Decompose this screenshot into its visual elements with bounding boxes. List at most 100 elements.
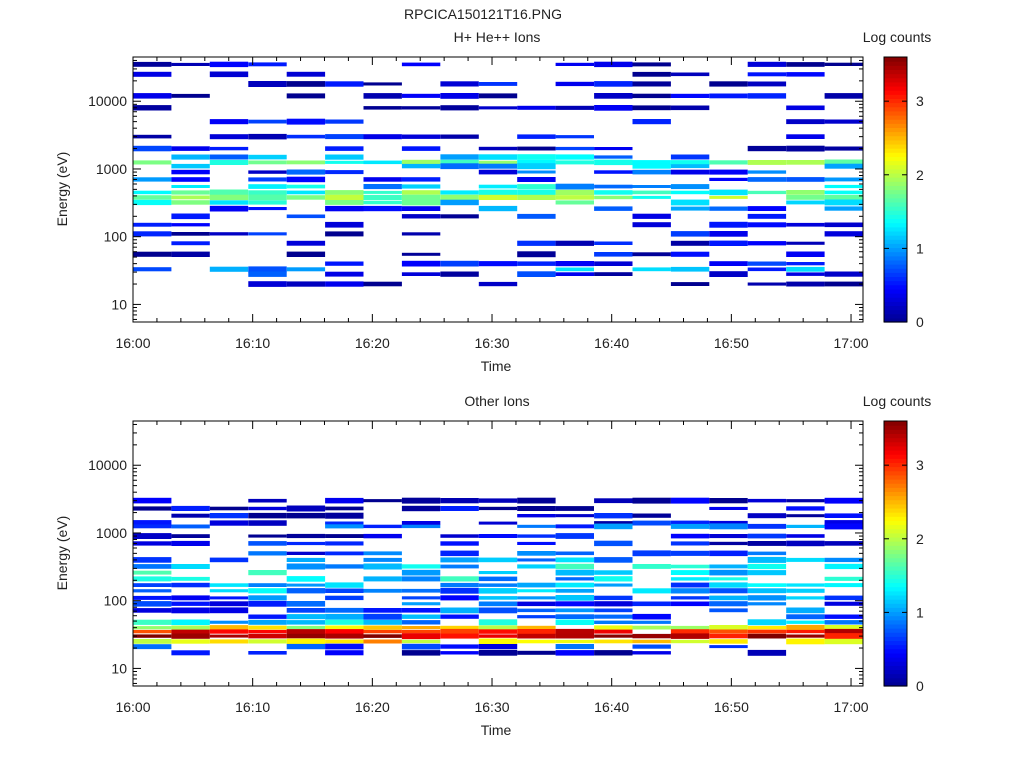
heatmap-cell <box>786 620 825 624</box>
heatmap-cell <box>632 651 671 655</box>
heatmap-cell <box>517 240 556 246</box>
heatmap-cell <box>824 557 863 563</box>
colorbar-segment <box>884 507 907 513</box>
heatmap-cell <box>786 105 825 111</box>
heatmap-cell <box>555 533 594 539</box>
heatmap-cell <box>594 629 633 634</box>
heatmap-cell <box>670 629 710 634</box>
heatmap-cell <box>248 184 287 189</box>
heatmap-cell <box>209 194 249 201</box>
heatmap-cell <box>747 190 787 195</box>
heatmap-cell <box>478 619 518 626</box>
heatmap-cell <box>363 634 402 638</box>
x-tick-label: 16:40 <box>594 699 629 715</box>
colorbar-segment <box>884 677 907 683</box>
heatmap-cell <box>286 267 326 272</box>
heatmap-cell <box>401 633 441 640</box>
colorbar-segment <box>884 458 907 464</box>
heatmap-cell <box>555 524 594 529</box>
heatmap-cell <box>747 81 787 87</box>
heatmap-cell <box>401 620 441 625</box>
heatmap-cell <box>517 608 556 613</box>
heatmap-cell <box>517 639 556 644</box>
colorbar-segment <box>884 160 907 166</box>
heatmap-cell <box>286 190 326 195</box>
colorbar-segment <box>884 615 907 621</box>
heatmap-cell <box>248 551 287 556</box>
colorbar-segment <box>884 235 907 240</box>
heatmap-cell <box>401 134 441 139</box>
heatmap-cell <box>325 551 364 556</box>
heatmap-cell <box>670 596 710 600</box>
heatmap-cell <box>555 639 594 644</box>
heatmap-cell <box>325 160 364 164</box>
heatmap-cell <box>747 241 787 246</box>
heatmap-cell <box>824 281 863 287</box>
heatmap-cell <box>747 513 787 519</box>
heatmap-cell <box>286 134 326 139</box>
heatmap-cell <box>670 231 710 237</box>
heatmap-cell <box>555 200 594 205</box>
x-tick-label: 17:00 <box>834 335 869 351</box>
heatmap-cell <box>133 71 172 77</box>
heatmap-cell <box>555 267 594 272</box>
y-axis-label-2: Energy (eV) <box>54 516 70 591</box>
heatmap-cell <box>786 222 825 227</box>
heatmap-cell <box>555 582 594 588</box>
heatmap-cell <box>171 62 210 66</box>
colorbar-segment <box>884 226 907 232</box>
heatmap-cell <box>632 564 671 569</box>
heatmap-cell <box>517 596 556 600</box>
heatmap-cell <box>555 189 594 195</box>
heatmap-cell <box>786 557 825 562</box>
colorbar-tick-label: 0 <box>916 678 924 694</box>
heatmap-cell <box>286 214 326 219</box>
heatmap-cell <box>670 633 710 639</box>
heatmap-cell <box>401 614 441 619</box>
heatmap-cell <box>747 213 787 219</box>
heatmap-cell <box>709 195 748 199</box>
heatmap-cell <box>133 639 172 644</box>
heatmap-cell <box>133 190 172 195</box>
heatmap-cell <box>248 190 287 195</box>
heatmap-cell <box>824 199 863 206</box>
heatmap-cell <box>325 595 364 601</box>
heatmap-cell <box>594 521 633 525</box>
heatmap-cell <box>632 601 671 607</box>
heatmap-cell <box>824 190 863 195</box>
heatmap-cell <box>286 505 326 512</box>
heatmap-cell <box>325 281 364 287</box>
heatmap-cell <box>325 119 364 124</box>
heatmap-cell <box>401 564 441 569</box>
heatmap-cell <box>594 608 633 613</box>
heatmap-cell <box>709 564 748 569</box>
colorbar-segment <box>884 512 907 517</box>
heatmap-cell <box>786 266 825 272</box>
heatmap-cell <box>401 206 441 211</box>
heatmap-cell <box>747 633 787 639</box>
heatmap-cell <box>209 639 249 644</box>
colorbar-segment <box>884 280 907 286</box>
heatmap-cell <box>555 601 594 607</box>
colorbar-segment <box>884 673 907 679</box>
heatmap-cell <box>401 596 441 600</box>
heatmap-cell <box>594 170 633 174</box>
heatmap-cell <box>824 541 863 546</box>
heatmap-cell <box>286 643 326 650</box>
heatmap-cell <box>632 213 671 219</box>
heatmap-cell <box>440 625 479 630</box>
heatmap-cell <box>171 213 210 220</box>
heatmap-cell <box>325 588 364 593</box>
heatmap-cell <box>594 620 633 624</box>
x-axis-2: 16:00 16:10 16:20 16:30 16:40 16:50 17:00 <box>115 421 869 715</box>
heatmap-cell <box>517 564 556 569</box>
colorbar-segment <box>884 164 907 170</box>
heatmap-cell <box>632 71 671 77</box>
heatmap-cell <box>747 282 787 286</box>
heatmap-cell <box>171 163 210 169</box>
heatmap-cell <box>171 146 210 151</box>
heatmap-cell <box>747 588 787 594</box>
y-tick-label: 10 <box>111 296 127 312</box>
heatmap-cell <box>747 583 787 587</box>
